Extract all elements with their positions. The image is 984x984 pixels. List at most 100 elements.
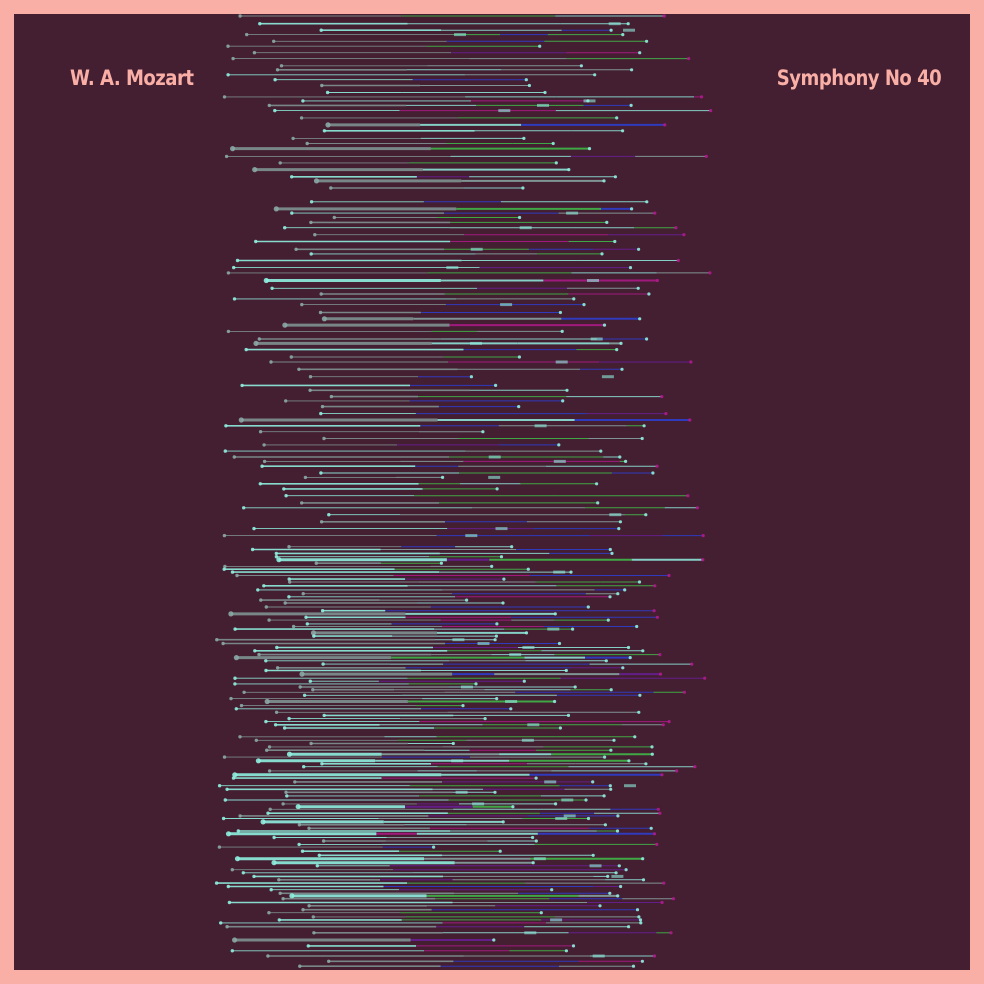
note-dot — [638, 693, 642, 697]
note-dot — [613, 175, 618, 179]
note-dot — [301, 99, 305, 103]
note-dot — [641, 857, 645, 861]
note-dot — [627, 925, 631, 929]
note-dot — [584, 798, 588, 802]
note-dot — [254, 239, 258, 244]
note-dot — [526, 567, 530, 571]
note-dot — [566, 713, 571, 718]
note-dot — [640, 436, 644, 441]
note-dot — [282, 322, 288, 328]
note-dot — [232, 937, 238, 943]
note-dot — [289, 893, 295, 899]
note-dot — [303, 475, 308, 480]
note-dot — [322, 713, 326, 718]
note-dot — [641, 649, 645, 653]
note-dot — [645, 39, 649, 43]
note-dot — [281, 897, 285, 901]
note-dot — [640, 959, 645, 963]
note-dot — [291, 624, 296, 629]
note-dot — [603, 823, 608, 827]
note-dot — [527, 83, 532, 88]
note-dot — [252, 51, 257, 55]
note-dot — [619, 341, 623, 345]
note-dot — [319, 520, 324, 524]
note-dot — [630, 68, 634, 72]
note-dot — [283, 601, 287, 605]
note-dot — [302, 693, 307, 697]
note-dot — [539, 911, 543, 915]
note-dot — [642, 424, 646, 428]
note-dot — [517, 405, 521, 409]
note-dot — [631, 964, 636, 968]
note-dot — [701, 534, 705, 538]
note-dot — [703, 676, 707, 680]
note-dot — [232, 265, 236, 270]
note-dot — [231, 776, 236, 780]
note-dot — [633, 735, 637, 739]
note-dot — [262, 584, 266, 588]
note-dot — [550, 888, 554, 892]
note-dot — [616, 814, 620, 818]
note-dot — [518, 215, 522, 220]
note-dot — [241, 871, 245, 875]
note-dot — [591, 780, 595, 784]
note-dot — [534, 776, 538, 780]
note-dot — [469, 375, 473, 379]
note-dot — [557, 443, 561, 447]
note-dot — [277, 918, 281, 922]
note-dot — [615, 348, 619, 352]
note-dot — [267, 103, 271, 108]
note-dot — [252, 874, 256, 879]
note-dot — [693, 765, 697, 769]
note-dot — [257, 337, 261, 341]
note-dot — [639, 921, 643, 925]
note-dot — [647, 292, 651, 296]
note-dot — [273, 723, 278, 727]
note-dot — [284, 399, 288, 403]
note-dot — [298, 685, 302, 689]
note-dot — [258, 482, 262, 486]
note-dot — [609, 688, 613, 692]
note-dot — [638, 918, 643, 922]
note-dot — [461, 704, 465, 708]
note-dot — [608, 784, 612, 788]
note-dot — [252, 526, 256, 531]
note-dot — [615, 116, 619, 120]
note-dot — [682, 233, 686, 237]
note-dot — [242, 690, 246, 694]
note-dot — [289, 355, 293, 359]
note-dot — [226, 884, 230, 889]
note-dot — [282, 487, 286, 491]
note-dot — [297, 823, 302, 827]
note-dot — [627, 759, 631, 763]
note-dot — [214, 881, 219, 885]
note-dot — [301, 908, 305, 912]
note-dot — [644, 762, 648, 766]
note-dot — [658, 811, 662, 815]
note-dot — [254, 738, 258, 742]
note-dot — [332, 215, 336, 220]
note-dot — [649, 826, 653, 830]
note-dot — [224, 424, 228, 428]
note-dot — [671, 897, 676, 901]
note-dot — [602, 794, 606, 798]
note-dot — [655, 842, 659, 847]
note-dot — [451, 741, 455, 746]
note-dot — [262, 443, 266, 447]
note-dot — [260, 819, 266, 825]
note-dot — [587, 147, 592, 151]
note-dot — [300, 849, 305, 853]
note-dot — [285, 794, 289, 798]
note-dot — [284, 494, 288, 498]
note-dot — [704, 154, 708, 158]
note-dot — [263, 277, 269, 284]
note-dot — [234, 856, 241, 862]
note-dot — [569, 570, 573, 574]
note-dot — [222, 533, 227, 538]
note-dot — [579, 64, 584, 68]
note-dot — [219, 921, 223, 925]
note-dot — [564, 949, 569, 953]
note-dot — [655, 464, 659, 468]
note-dot — [660, 395, 664, 399]
